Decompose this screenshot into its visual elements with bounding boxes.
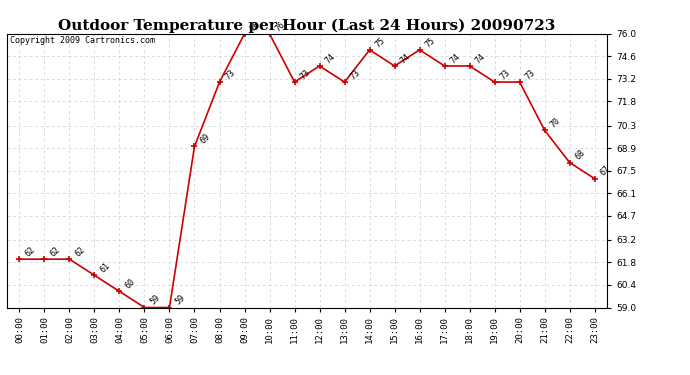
Text: 73: 73 xyxy=(348,68,362,81)
Text: 68: 68 xyxy=(574,148,587,162)
Text: 76: 76 xyxy=(248,20,262,33)
Text: 75: 75 xyxy=(374,36,387,49)
Text: 74: 74 xyxy=(474,52,487,65)
Text: 61: 61 xyxy=(99,261,112,274)
Text: 74: 74 xyxy=(399,52,412,65)
Text: 73: 73 xyxy=(224,68,237,81)
Text: 59: 59 xyxy=(174,293,187,307)
Text: 62: 62 xyxy=(74,245,87,258)
Text: 59: 59 xyxy=(148,293,162,307)
Text: 60: 60 xyxy=(124,277,137,291)
Text: 73: 73 xyxy=(499,68,512,81)
Text: 74: 74 xyxy=(324,52,337,65)
Title: Outdoor Temperature per Hour (Last 24 Hours) 20090723: Outdoor Temperature per Hour (Last 24 Ho… xyxy=(59,18,555,33)
Text: Copyright 2009 Cartronics.com: Copyright 2009 Cartronics.com xyxy=(10,36,155,45)
Text: 73: 73 xyxy=(524,68,538,81)
Text: 70: 70 xyxy=(549,116,562,130)
Text: 76: 76 xyxy=(274,20,287,33)
Text: 73: 73 xyxy=(299,68,312,81)
Text: 74: 74 xyxy=(448,52,462,65)
Text: 62: 62 xyxy=(48,245,62,258)
Text: 62: 62 xyxy=(23,245,37,258)
Text: 67: 67 xyxy=(599,165,612,178)
Text: 75: 75 xyxy=(424,36,437,49)
Text: 69: 69 xyxy=(199,132,212,146)
